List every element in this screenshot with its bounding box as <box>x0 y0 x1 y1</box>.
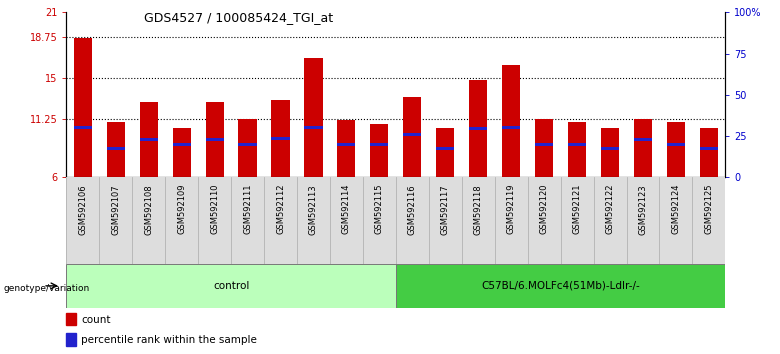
Text: GSM592115: GSM592115 <box>375 184 384 234</box>
Text: GSM592124: GSM592124 <box>672 184 680 234</box>
Bar <box>66 313 76 325</box>
Bar <box>502 65 520 177</box>
Bar <box>206 138 224 141</box>
Text: GSM592119: GSM592119 <box>507 184 516 234</box>
Bar <box>470 127 488 130</box>
Bar <box>403 133 421 136</box>
Bar <box>66 333 76 346</box>
Text: count: count <box>81 315 111 325</box>
Text: genotype/variation: genotype/variation <box>4 284 90 293</box>
Bar <box>271 137 289 140</box>
Text: GSM592111: GSM592111 <box>243 184 252 234</box>
Bar <box>436 127 454 177</box>
Text: GSM592108: GSM592108 <box>144 184 153 235</box>
Text: C57BL/6.MOLFc4(51Mb)-Ldlr-/-: C57BL/6.MOLFc4(51Mb)-Ldlr-/- <box>481 281 640 291</box>
Text: GSM592110: GSM592110 <box>210 184 219 234</box>
Bar <box>206 102 224 177</box>
Bar <box>568 143 586 145</box>
Bar <box>568 122 586 177</box>
Text: GSM592112: GSM592112 <box>276 184 285 234</box>
Bar <box>700 127 718 177</box>
Bar <box>667 122 685 177</box>
Bar <box>403 97 421 177</box>
Bar <box>535 143 553 145</box>
Bar <box>140 102 158 177</box>
Bar <box>74 126 92 129</box>
Text: GDS4527 / 100085424_TGI_at: GDS4527 / 100085424_TGI_at <box>144 11 333 24</box>
Text: GSM592121: GSM592121 <box>573 184 582 234</box>
Bar <box>304 126 322 129</box>
Bar <box>239 119 257 177</box>
Bar <box>370 124 388 177</box>
Bar <box>172 143 190 145</box>
Bar <box>304 58 322 177</box>
Bar <box>338 120 356 177</box>
Bar <box>667 143 685 145</box>
Bar <box>601 147 619 150</box>
Bar <box>140 138 158 141</box>
Text: GSM592122: GSM592122 <box>605 184 615 234</box>
Text: GSM592118: GSM592118 <box>473 184 483 235</box>
Bar <box>470 80 488 177</box>
Bar <box>601 127 619 177</box>
Bar <box>535 119 553 177</box>
Bar <box>271 100 289 177</box>
Text: GSM592120: GSM592120 <box>540 184 548 234</box>
Bar <box>66 264 396 308</box>
Text: GSM592109: GSM592109 <box>177 184 186 234</box>
Text: GSM592107: GSM592107 <box>112 184 120 235</box>
Text: GSM592116: GSM592116 <box>408 184 417 235</box>
Text: GSM592114: GSM592114 <box>342 184 351 234</box>
Bar <box>700 147 718 150</box>
Text: GSM592106: GSM592106 <box>78 184 87 235</box>
Text: GSM592123: GSM592123 <box>639 184 647 235</box>
Bar <box>338 143 356 145</box>
Bar <box>502 126 520 129</box>
Text: GSM592117: GSM592117 <box>441 184 450 235</box>
Bar <box>107 147 125 150</box>
Bar <box>634 119 652 177</box>
Bar <box>634 138 652 141</box>
Text: GSM592125: GSM592125 <box>704 184 714 234</box>
Text: control: control <box>213 281 250 291</box>
Text: GSM592113: GSM592113 <box>309 184 318 235</box>
Bar <box>74 38 92 177</box>
Bar <box>436 147 454 150</box>
Bar <box>370 143 388 145</box>
Bar <box>396 264 725 308</box>
Bar <box>239 143 257 145</box>
Text: percentile rank within the sample: percentile rank within the sample <box>81 335 257 345</box>
Bar <box>172 127 190 177</box>
Bar <box>107 122 125 177</box>
